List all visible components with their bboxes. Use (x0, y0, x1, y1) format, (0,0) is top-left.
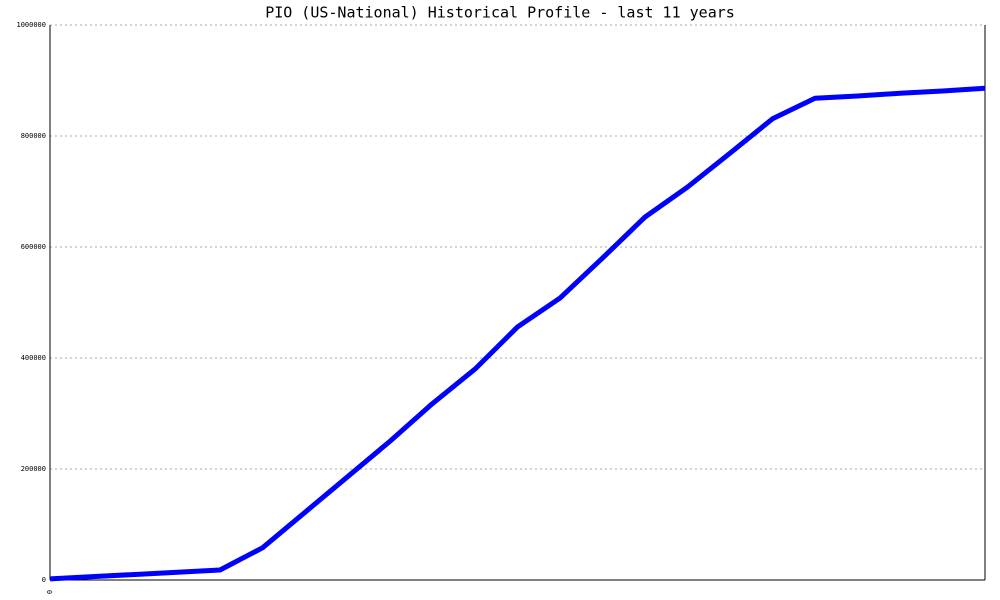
chart-title: PIO (US-National) Historical Profile - l… (265, 4, 735, 22)
y-tick-label: 200000 (21, 465, 46, 473)
data-line (49, 85, 986, 582)
y-tick-label: 1000000 (16, 21, 46, 29)
y-tick-label: 400000 (21, 354, 46, 362)
y-tick-label: 800000 (21, 132, 46, 140)
x-tick-label: 0 (46, 590, 54, 594)
y-tick-label: 600000 (21, 243, 46, 251)
y-tick-label: 0 (42, 576, 46, 584)
